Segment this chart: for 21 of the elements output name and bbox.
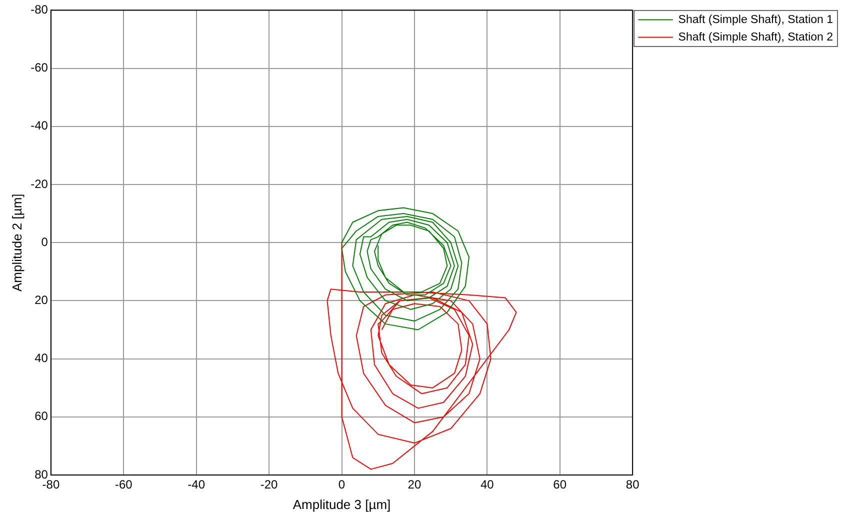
y-tick-label: 80 xyxy=(34,467,48,482)
x-tick-label: 40 xyxy=(480,478,494,492)
y-tick-label: 20 xyxy=(34,293,48,308)
x-tick-label: 20 xyxy=(408,478,422,492)
y-tick-label: 60 xyxy=(34,409,48,424)
legend-label: Shaft (Simple Shaft), Station 2 xyxy=(678,31,834,44)
y-tick-label: -40 xyxy=(30,118,48,133)
x-tick-label: 60 xyxy=(553,478,567,492)
y-tick-label: -80 xyxy=(30,2,48,17)
x-axis-title: Amplitude 3 [µm] xyxy=(292,496,391,512)
y-tick-label: -20 xyxy=(30,176,48,191)
x-tick-label: 80 xyxy=(626,478,640,492)
y-axis-title: Amplitude 2 [µm] xyxy=(9,194,24,292)
legend-label: Shaft (Simple Shaft), Station 1 xyxy=(678,14,834,26)
x-tick-label: 0 xyxy=(338,478,346,492)
y-tick-label: 40 xyxy=(34,351,48,366)
x-tick-label: -40 xyxy=(188,478,206,492)
x-tick-label: -60 xyxy=(114,478,133,492)
y-tick-label: 0 xyxy=(41,234,48,249)
y-tick-label: -60 xyxy=(30,60,48,75)
x-tick-label: -20 xyxy=(260,478,278,492)
